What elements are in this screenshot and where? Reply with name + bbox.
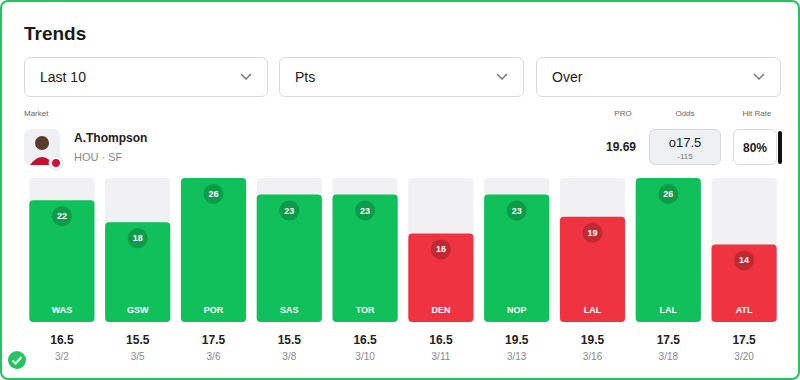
svg-text:22: 22 xyxy=(57,211,67,221)
svg-text:SAS: SAS xyxy=(280,305,299,315)
html-text:PRO: PRO xyxy=(614,109,632,118)
svg-text:23: 23 xyxy=(512,206,522,216)
html-text:Pts: Pts xyxy=(295,69,316,85)
svg-text:TOR: TOR xyxy=(356,305,375,315)
svg-text:23: 23 xyxy=(284,206,294,216)
html-text:Trends: Trends xyxy=(24,23,87,44)
svg-text:LAL: LAL xyxy=(584,305,602,315)
html-text:Market: Market xyxy=(24,109,49,118)
html-text:Odds: Odds xyxy=(675,109,695,118)
svg-text:15.5: 15.5 xyxy=(278,333,302,347)
svg-text:14: 14 xyxy=(739,255,749,265)
svg-text:16.5: 16.5 xyxy=(50,333,74,347)
svg-text:3/10: 3/10 xyxy=(355,351,375,362)
html-text:Hit Rate: Hit Rate xyxy=(742,109,772,118)
svg-text:NOP: NOP xyxy=(507,305,527,315)
svg-text:POR: POR xyxy=(204,305,224,315)
svg-text:19.5: 19.5 xyxy=(581,333,605,347)
svg-text:3/8: 3/8 xyxy=(282,351,296,362)
html-text:19.69: 19.69 xyxy=(606,140,636,154)
html-text:80%: 80% xyxy=(743,141,767,155)
svg-text:3/6: 3/6 xyxy=(207,351,221,362)
html-text:o17.5: o17.5 xyxy=(668,135,702,150)
svg-text:16: 16 xyxy=(436,244,446,254)
svg-text:3/2: 3/2 xyxy=(55,351,69,362)
svg-text:3/16: 3/16 xyxy=(583,351,603,362)
svg-text:3/13: 3/13 xyxy=(507,351,527,362)
svg-text:3/20: 3/20 xyxy=(734,351,754,362)
svg-text:16.5: 16.5 xyxy=(353,333,377,347)
html-text:Over: Over xyxy=(552,69,583,85)
svg-text:17.5: 17.5 xyxy=(732,333,756,347)
svg-text:3/11: 3/11 xyxy=(432,351,451,362)
html-text:-115: -115 xyxy=(677,152,693,161)
html-text:Last 10: Last 10 xyxy=(40,69,86,85)
svg-text:17.5: 17.5 xyxy=(202,333,226,347)
svg-text:19: 19 xyxy=(587,228,597,238)
svg-text:16.5: 16.5 xyxy=(429,333,453,347)
svg-text:ATL: ATL xyxy=(736,305,753,315)
html-text:HOU · SF: HOU · SF xyxy=(74,151,123,163)
svg-text:3/5: 3/5 xyxy=(131,351,145,362)
svg-text:LAL: LAL xyxy=(660,305,678,315)
html-text:A.Thompson: A.Thompson xyxy=(74,131,148,145)
svg-text:23: 23 xyxy=(360,206,370,216)
svg-text:26: 26 xyxy=(663,189,673,199)
svg-text:WAS: WAS xyxy=(52,305,73,315)
svg-text:GSW: GSW xyxy=(127,305,149,315)
svg-text:19.5: 19.5 xyxy=(505,333,529,347)
svg-text:3/18: 3/18 xyxy=(659,351,679,362)
svg-text:15.5: 15.5 xyxy=(126,333,150,347)
svg-text:DEN: DEN xyxy=(431,305,450,315)
svg-text:26: 26 xyxy=(208,189,218,199)
svg-text:17.5: 17.5 xyxy=(657,333,681,347)
svg-text:18: 18 xyxy=(133,233,143,243)
